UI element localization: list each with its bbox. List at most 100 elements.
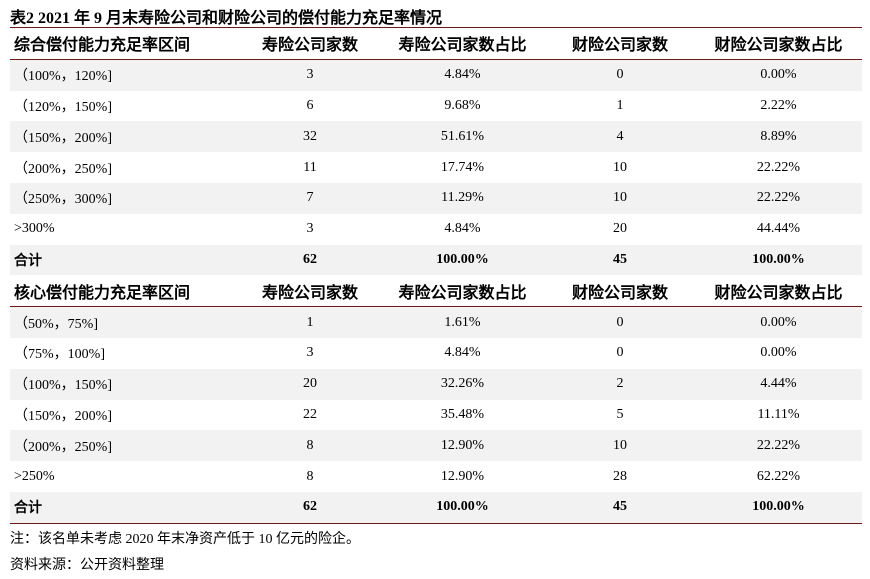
cell: 10 xyxy=(613,159,627,175)
header-cell: 寿险公司家数 xyxy=(240,27,380,60)
table-row: （50%，75%] 1 1.61% 0 0.00% xyxy=(10,306,862,338)
cell: 4.84% xyxy=(444,345,481,361)
header-cell: 寿险公司家数 xyxy=(240,275,380,308)
total-cell: 62 xyxy=(240,244,380,276)
header-cell: 寿险公司家数占比 xyxy=(380,27,545,60)
cell: 7 xyxy=(240,182,380,214)
table-row: >250% 8 12.90% 28 62.22% xyxy=(10,461,862,492)
table-row: （150%，200%] 22 35.48% 5 11.11% xyxy=(10,400,862,431)
total-cell: 100.00% xyxy=(380,244,545,276)
total-row: 合计 62 100.00% 45 100.00% xyxy=(10,244,862,276)
cell: 9.68% xyxy=(444,97,481,113)
cell: 32 xyxy=(240,121,380,153)
header-cell: 财险公司家数 xyxy=(545,275,695,308)
cell: 12.90% xyxy=(440,468,485,484)
cell: （120%，150%] xyxy=(14,99,112,115)
cell: 1.61% xyxy=(380,306,545,338)
cell: 2 xyxy=(545,368,695,400)
cell: 10 xyxy=(545,182,695,214)
total-cell: 62 xyxy=(240,491,380,524)
cell: （150%，200%] xyxy=(14,408,112,424)
cell: >250% xyxy=(14,468,55,484)
cell: 0 xyxy=(616,345,624,361)
cell: 1 xyxy=(240,306,380,338)
cell: 4.44% xyxy=(695,368,862,400)
cell: 0 xyxy=(545,306,695,338)
cell: （100%，120%] xyxy=(10,59,240,91)
cell: 8.89% xyxy=(695,121,862,153)
table: 综合偿付能力充足率区间 寿险公司家数 寿险公司家数占比 财险公司家数 财险公司家数占比（… xyxy=(10,27,862,524)
cell: 32.26% xyxy=(380,368,545,400)
total-cell: 45 xyxy=(545,244,695,276)
source: 资料来源：公开资料整理 xyxy=(10,558,164,573)
cell: 3 xyxy=(306,345,314,361)
cell: （100%，150%] xyxy=(10,368,240,400)
cell: 12.90% xyxy=(380,430,545,462)
cell: 0.00% xyxy=(695,306,862,338)
cell: 0.00% xyxy=(760,345,797,361)
cell: 22.22% xyxy=(695,430,862,462)
cell: 8 xyxy=(306,468,314,484)
cell: 1 xyxy=(616,97,624,113)
header-cell: 寿险公司家数占比 xyxy=(380,275,545,308)
table-row: >300% 3 4.84% 20 44.44% xyxy=(10,214,862,245)
table-row: （75%，100%] 3 4.84% 0 0.00% xyxy=(10,338,862,369)
table-row: （120%，150%] 6 9.68% 1 2.22% xyxy=(10,91,862,122)
cell: （75%，100%] xyxy=(14,347,105,363)
cell: 4.84% xyxy=(380,59,545,91)
cell: 4.84% xyxy=(444,221,481,237)
header-cell: 核心偿付能力充足率区间 xyxy=(10,275,240,308)
cell: 62.22% xyxy=(756,468,801,484)
cell: （50%，75%] xyxy=(10,306,240,338)
total-cell: 合计 xyxy=(10,491,240,524)
total-cell: 100.00% xyxy=(380,491,545,524)
cell: 22.22% xyxy=(695,182,862,214)
cell: 5 xyxy=(616,406,624,422)
header-cell: 财险公司家数 xyxy=(545,27,695,60)
table-row: （200%，250%] 8 12.90% 10 22.22% xyxy=(10,430,862,462)
table-row: （100%，120%] 3 4.84% 0 0.00% xyxy=(10,59,862,91)
cell: 17.74% xyxy=(440,159,485,175)
cell: 0.00% xyxy=(695,59,862,91)
cell: 22.22% xyxy=(756,159,801,175)
cell: 51.61% xyxy=(380,121,545,153)
cell: （250%，300%] xyxy=(10,182,240,214)
cell: 2.22% xyxy=(760,97,797,113)
total-cell: 45 xyxy=(545,491,695,524)
table-row: （250%，300%] 7 11.29% 10 22.22% xyxy=(10,182,862,214)
total-row: 合计 62 100.00% 45 100.00% xyxy=(10,491,862,524)
header-cell: 综合偿付能力充足率区间 xyxy=(10,27,240,60)
cell: 11.11% xyxy=(757,406,800,422)
table-row: （200%，250%] 11 17.74% 10 22.22% xyxy=(10,152,862,183)
total-cell: 100.00% xyxy=(695,491,862,524)
cell: 4 xyxy=(545,121,695,153)
cell: 20 xyxy=(240,368,380,400)
cell: 11 xyxy=(303,159,317,175)
cell: 3 xyxy=(306,221,314,237)
cell: 35.48% xyxy=(440,406,485,422)
cell: 6 xyxy=(306,97,314,113)
total-cell: 合计 xyxy=(10,244,240,276)
cell: 22 xyxy=(303,406,317,422)
cell: （150%，200%] xyxy=(10,121,240,153)
table-row: （150%，200%] 32 51.61% 4 8.89% xyxy=(10,121,862,153)
header-cell: 财险公司家数占比 xyxy=(695,27,862,60)
cell: 11.29% xyxy=(380,182,545,214)
cell: （200%，250%] xyxy=(10,430,240,462)
cell: （200%，250%] xyxy=(14,161,112,177)
cell: 20 xyxy=(613,221,627,237)
header-cell: 财险公司家数占比 xyxy=(695,275,862,308)
cell: >300% xyxy=(14,221,55,237)
cell: 44.44% xyxy=(756,221,801,237)
total-cell: 100.00% xyxy=(695,244,862,276)
table-row: （100%，150%] 20 32.26% 2 4.44% xyxy=(10,368,862,400)
header-row: 核心偿付能力充足率区间 寿险公司家数 寿险公司家数占比 财险公司家数 财险公司家数占比 xyxy=(10,275,862,308)
cell: 0 xyxy=(545,59,695,91)
cell: 28 xyxy=(613,468,627,484)
table-title: 表2 2021 年 9 月末寿险公司和财险公司的偿付能力充足率情况 xyxy=(10,10,443,27)
cell: 3 xyxy=(240,59,380,91)
cell: 8 xyxy=(240,430,380,462)
note: 注：该名单未考虑 2020 年末净资产低于 10 亿元的险企。 xyxy=(10,532,360,547)
header-row: 综合偿付能力充足率区间 寿险公司家数 寿险公司家数占比 财险公司家数 财险公司家数占比 xyxy=(10,27,862,60)
